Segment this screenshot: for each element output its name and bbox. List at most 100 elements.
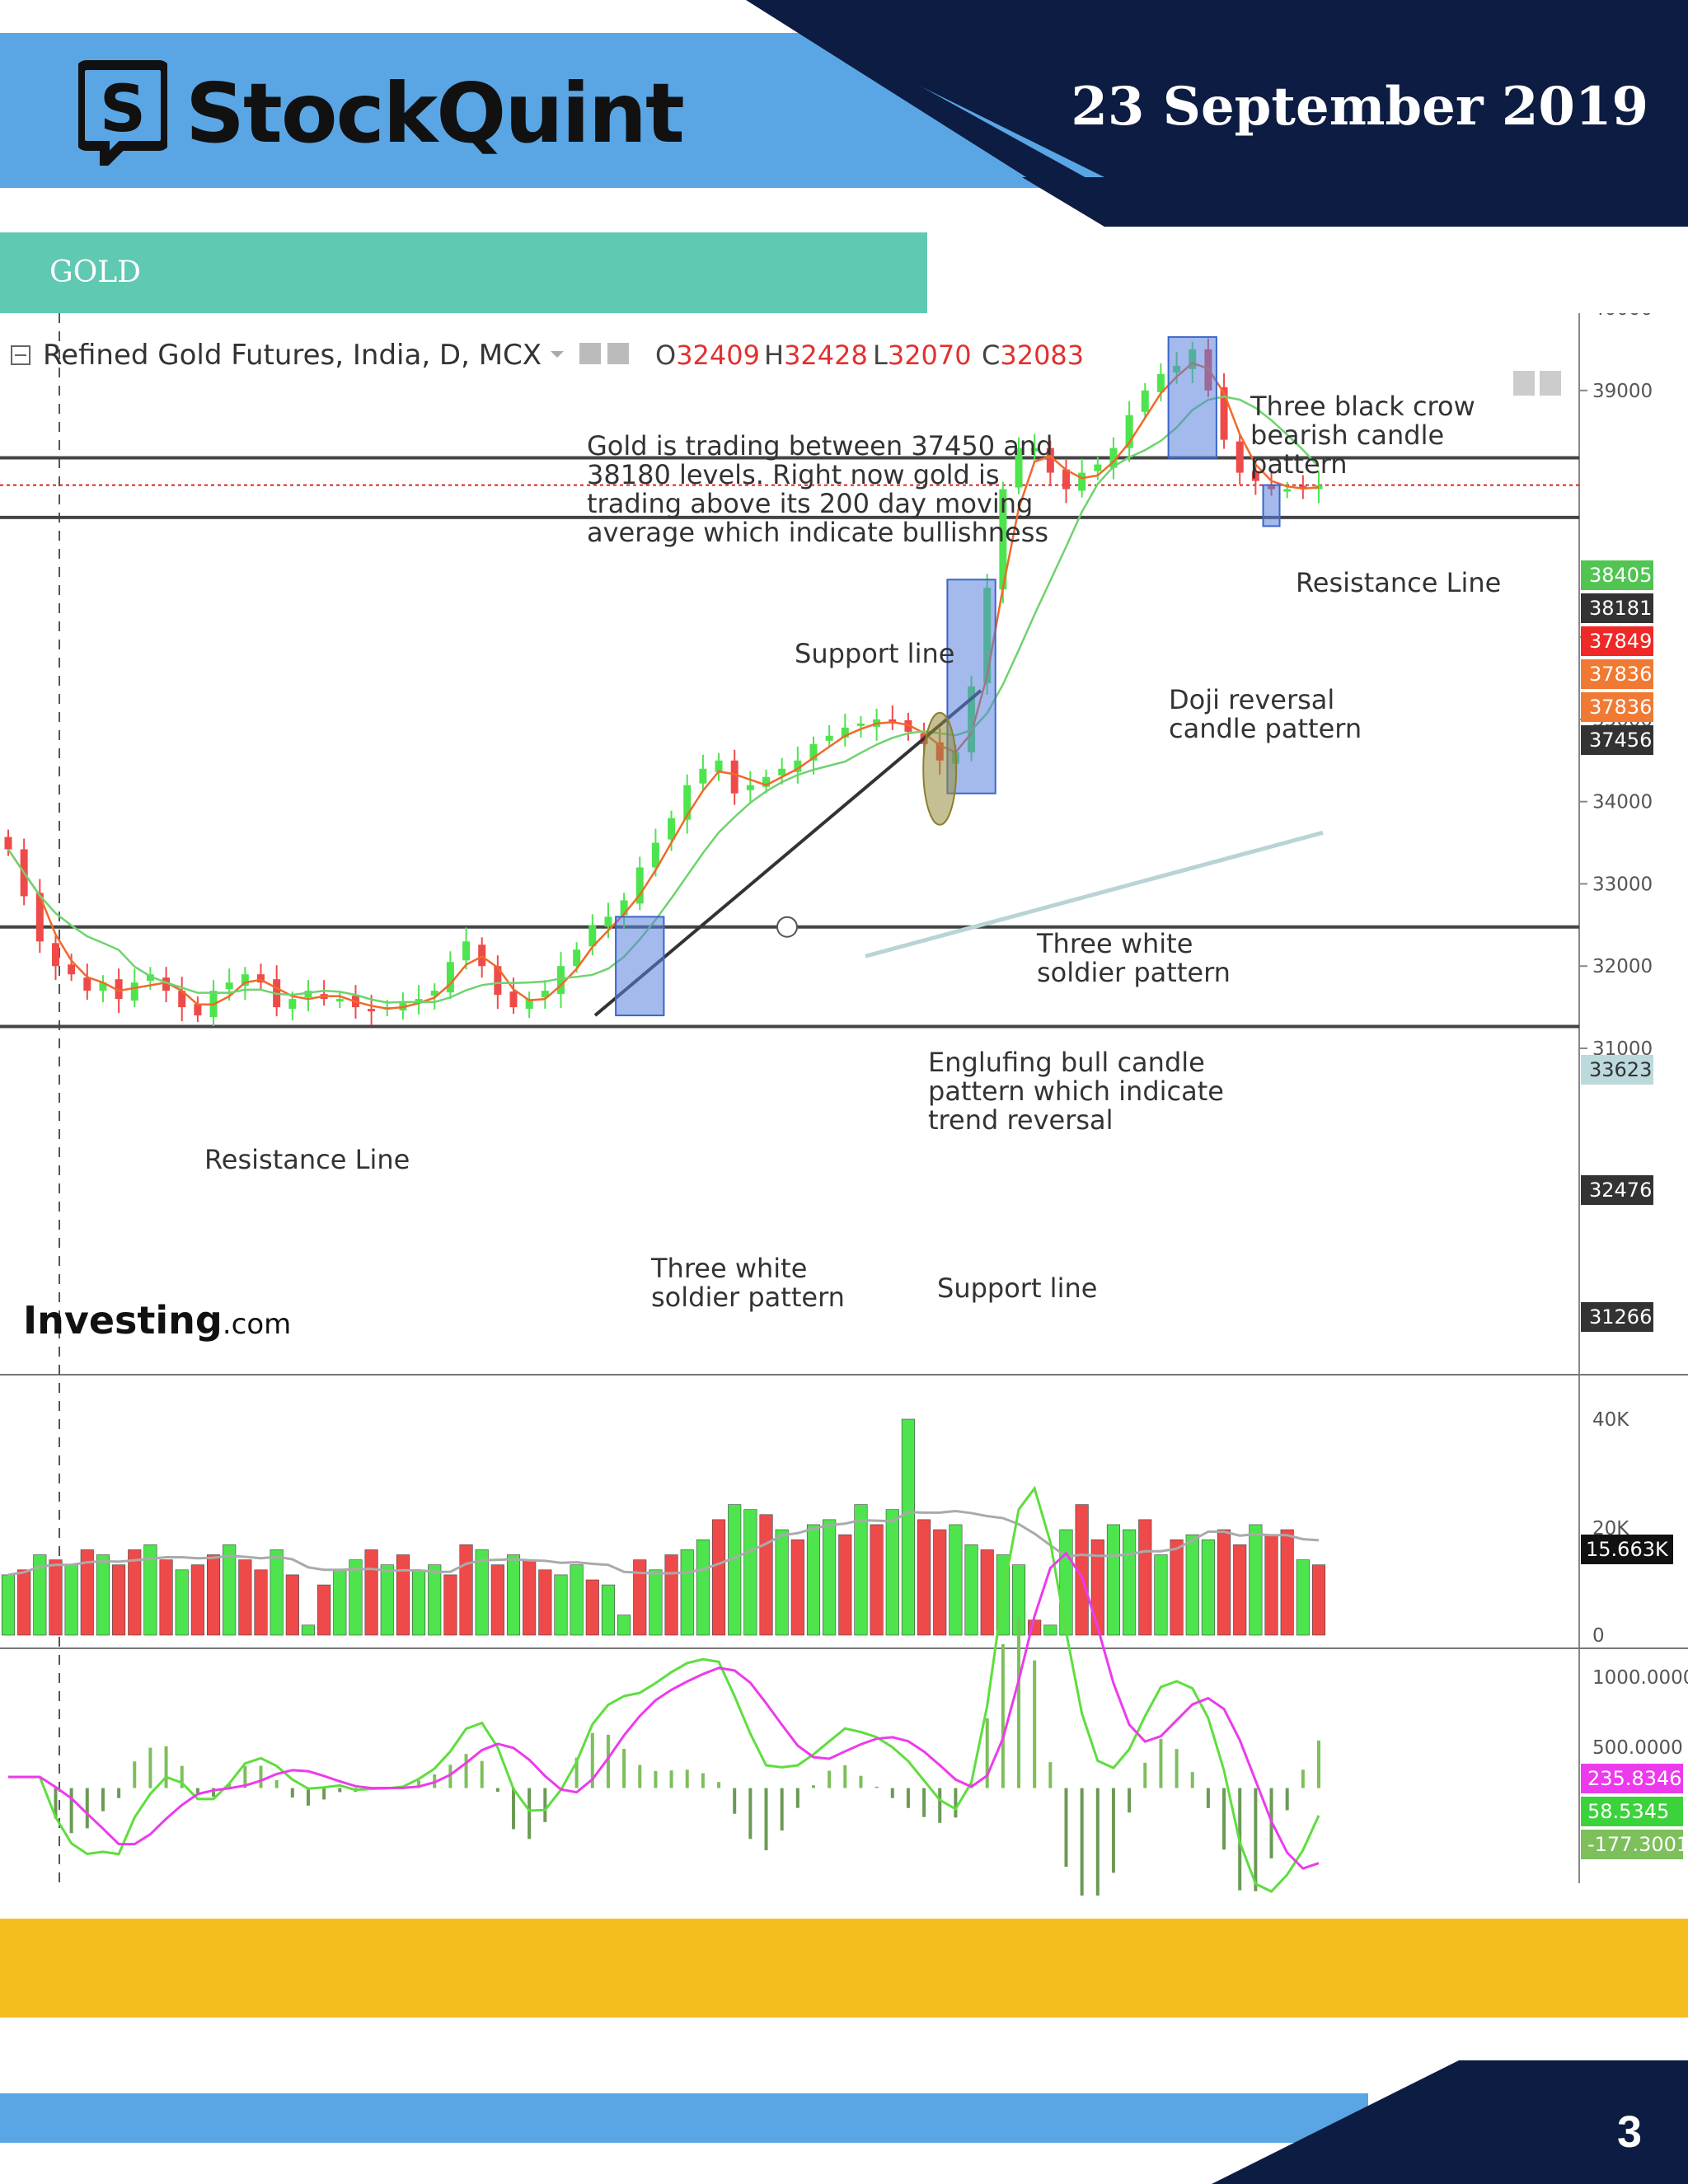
svg-text:37836: 37836 [1589,696,1652,719]
candle [1109,437,1118,480]
volume-bar [1090,1539,1104,1636]
volume-bar [159,1559,173,1636]
dropdown-icon[interactable] [551,351,564,358]
volume-bar [759,1514,773,1636]
candle [541,980,549,1010]
macd-tag: 58.5345 [1581,1797,1683,1826]
volume-bar [128,1549,142,1636]
volume-bar [711,1519,726,1636]
note-three-white-lower-line: Three white [650,1253,807,1284]
candle [699,754,707,790]
candle [683,774,692,834]
volume-bar [1043,1624,1057,1636]
volume-bar [396,1554,410,1636]
volume-bar [854,1504,868,1636]
candle [257,963,265,990]
scroll-up-icon[interactable] [1513,371,1535,396]
volume-bar [870,1524,884,1636]
volume-bar [80,1549,94,1636]
label-support-lower: Support line [937,1272,1097,1304]
note-engulfing-line: Englufing bull candle [928,1047,1205,1078]
candle [635,856,644,911]
note-gold-range-line: average which indicate bullishness [587,517,1048,548]
volume-bar [680,1549,694,1636]
volume-bar [775,1529,789,1636]
note-three-white-upper-line: soldier pattern [1037,957,1231,988]
volume-bar [743,1509,757,1636]
volume-bar [964,1544,978,1636]
price-tick: 32000 [1592,956,1653,977]
alert-marker [776,916,798,938]
candle [668,810,676,851]
volume-bar [1075,1504,1089,1636]
volume-bar [1185,1534,1199,1636]
scroll-down-icon[interactable] [1540,371,1561,396]
volume-bar [1280,1529,1294,1636]
volume-bar [617,1615,631,1636]
volume-bar [554,1574,568,1636]
candle [778,757,786,785]
candle [446,951,454,1000]
candle [320,980,328,1006]
note-three-white-lower-line: soldier pattern [651,1282,845,1313]
candle [825,724,833,748]
candle [1030,434,1039,461]
visibility-icon[interactable] [579,343,601,364]
candle [99,975,107,1003]
volume-bar [175,1569,189,1636]
volume-bar [696,1539,710,1636]
volume-bar [459,1544,473,1636]
candle [273,965,281,1017]
candle [1141,382,1149,419]
symbol-title: Refined Gold Futures, India, D, MCX [43,339,542,372]
pattern-box-three-white-upper [946,579,996,794]
ma-200-line [865,830,1324,958]
svg-text:58.5345: 58.5345 [1587,1800,1669,1823]
price-tag: 38181 [1581,593,1653,623]
volume-bar [649,1569,663,1636]
volume-bar [238,1559,252,1636]
candle [304,980,312,1012]
svg-text:37456: 37456 [1589,729,1652,752]
volume-bar [585,1579,599,1636]
candle [35,879,44,954]
candle [178,977,186,1022]
price-tag: 37456 [1581,725,1653,755]
note-gold-range-line: 38180 levels. Right now gold is [587,459,1000,490]
candle [1062,458,1070,504]
note-doji-line: Doji reversal [1169,684,1334,715]
candle [4,829,12,856]
volume-bar [1201,1539,1215,1636]
volume-bar [538,1569,552,1636]
section-tab [0,232,927,313]
volume-bar [633,1559,647,1636]
volume-bar [1154,1554,1168,1636]
candle [856,715,865,738]
svg-text:33623: 33623 [1589,1058,1652,1081]
investing-watermark: Investing.com [23,1298,291,1343]
price-tag: 37836 [1581,659,1653,689]
settings-icon[interactable] [607,343,629,364]
volume-bar [206,1554,221,1636]
section-label: GOLD [49,255,142,289]
brand-name: StockQuint [185,64,685,162]
volume-bar [917,1519,931,1636]
note-three-black-crow-line: bearish candle [1250,419,1444,451]
candle [746,771,754,804]
volume-bar [823,1519,837,1636]
volume-bar [96,1554,110,1636]
volume-bar [223,1544,237,1636]
volume-bar [364,1549,378,1636]
candle [162,967,171,1003]
volume-bar [1138,1519,1152,1636]
volume-bar [190,1564,204,1636]
volume-bar [806,1524,821,1636]
volume-bar [523,1559,537,1636]
stockquint-logo: S StockQuint [78,59,685,166]
header-navy-shape [746,0,1688,227]
macd-tick: 500.0000 [1592,1737,1683,1759]
report-date: 23 September 2019 [1071,76,1648,138]
